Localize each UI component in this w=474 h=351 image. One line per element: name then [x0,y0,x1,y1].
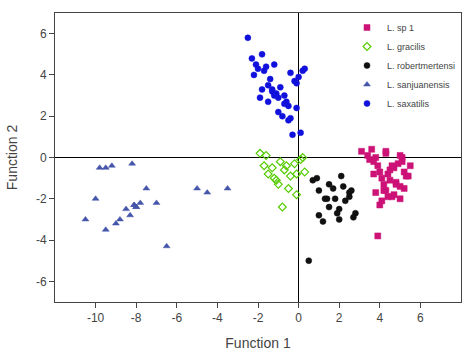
svg-text:4: 4 [376,311,383,325]
svg-text:-8: -8 [131,311,142,325]
svg-text:6: 6 [40,27,47,41]
svg-text:-4: -4 [36,233,47,247]
svg-text:2: 2 [336,311,343,325]
svg-text:-10: -10 [87,311,105,325]
svg-text:6: 6 [417,311,424,325]
svg-text:4: 4 [40,68,47,82]
svg-text:-6: -6 [171,311,182,325]
svg-text:L. robertmertensi: L. robertmertensi [387,61,455,71]
svg-text:-4: -4 [212,311,223,325]
svg-text:L. sanjuanensis: L. sanjuanensis [387,80,450,90]
svg-text:0: 0 [295,311,302,325]
svg-text:-2: -2 [253,311,264,325]
svg-text:L. saxatilis: L. saxatilis [387,99,430,109]
svg-text:L. sp 1: L. sp 1 [387,23,414,33]
svg-text:Function 2: Function 2 [4,125,20,191]
svg-text:Function 1: Function 1 [225,335,291,351]
svg-text:L. gracilis: L. gracilis [387,42,426,52]
svg-text:-2: -2 [36,192,47,206]
svg-text:-6: -6 [36,275,47,289]
svg-text:0: 0 [40,151,47,165]
svg-text:2: 2 [40,109,47,123]
